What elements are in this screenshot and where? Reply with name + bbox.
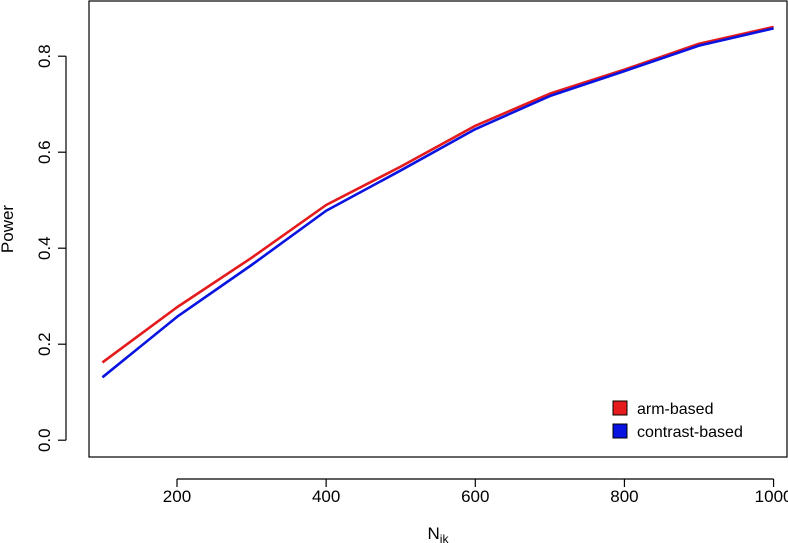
- legend-swatch: [612, 423, 628, 439]
- y-axis-title: Power: [0, 205, 17, 254]
- x-tick-label: 200: [163, 487, 191, 506]
- x-tick-label: 400: [312, 487, 340, 506]
- x-axis-title: Nik: [428, 524, 450, 543]
- x-tick-label: 600: [461, 487, 489, 506]
- x-axis-title-subscript: ik: [440, 532, 450, 543]
- legend-swatch: [612, 400, 628, 416]
- x-axis-title-main: N: [428, 524, 440, 543]
- y-tick-label: 0.4: [35, 236, 54, 260]
- y-tick-label: 0.0: [35, 428, 54, 452]
- series-line-contrast-based: [101, 27, 774, 379]
- y-axis: 0.0 0.2 0.4 0.6 0.8: [35, 44, 67, 452]
- x-axis: 200 400 600 800 1000: [163, 478, 788, 506]
- legend: arm-based contrast-based: [612, 400, 743, 441]
- series-lines: [101, 25, 774, 379]
- legend-label: contrast-based: [637, 424, 743, 441]
- plot-frame: [88, 0, 788, 458]
- legend-label: arm-based: [637, 401, 713, 418]
- series-line-arm-based: [101, 25, 774, 364]
- x-tick-label: 800: [610, 487, 638, 506]
- y-tick-label: 0.6: [35, 140, 54, 164]
- y-tick-label: 0.2: [35, 332, 54, 356]
- x-tick-label: 1000: [755, 487, 788, 506]
- y-tick-label: 0.8: [35, 44, 54, 68]
